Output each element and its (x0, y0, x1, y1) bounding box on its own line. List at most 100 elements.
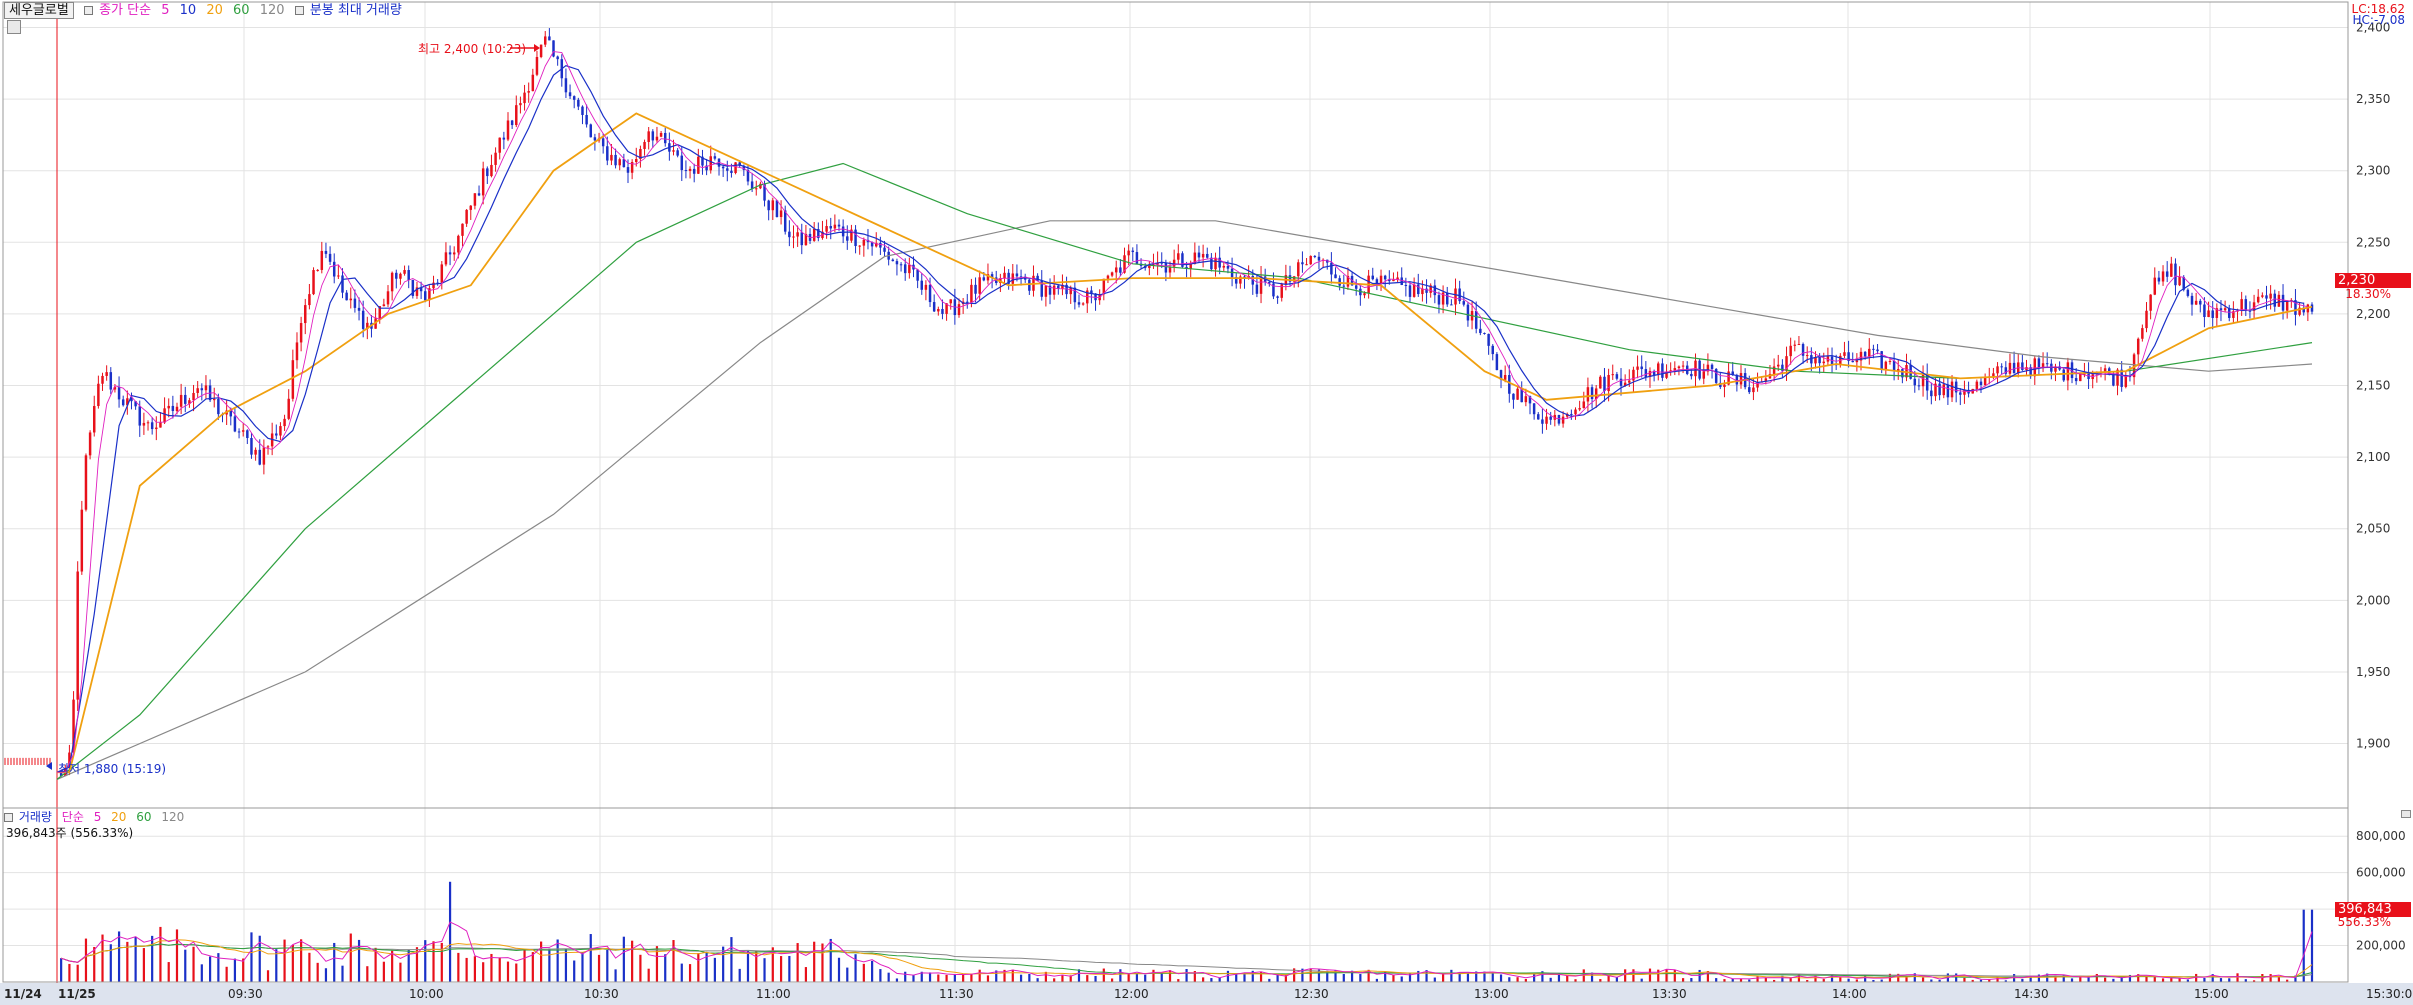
ma20-line (57, 112, 2313, 774)
candle-body (846, 236, 849, 241)
candle-body (2273, 293, 2277, 307)
candle-body (941, 308, 944, 314)
candle-body (1363, 293, 1366, 296)
candle-body (486, 168, 489, 177)
volume-bar (1003, 969, 1006, 982)
candle-body (1437, 295, 1441, 305)
volume-bar (1963, 977, 1966, 982)
candle-body (1930, 390, 1933, 397)
candle-body (1719, 382, 1722, 388)
candle-body (1135, 252, 1139, 264)
volume-bar (1384, 971, 1387, 982)
candle-body (2277, 294, 2281, 307)
volume-bar (357, 939, 361, 982)
candle-body (502, 137, 506, 140)
ma-60: 60 (233, 3, 250, 18)
candle-body (1272, 283, 1275, 297)
candle-body (1057, 285, 1060, 289)
candle-body (1772, 366, 1776, 374)
candle-body (150, 422, 154, 430)
candle-body (390, 272, 394, 292)
time-tick-label: 13:30 (1652, 987, 1687, 1001)
candle-body (1268, 281, 1271, 284)
candle-body (1003, 272, 1006, 279)
volume-bar (1822, 979, 1825, 982)
chart-options-icon[interactable] (7, 20, 21, 34)
price-tick-label: 2,000 (2356, 593, 2390, 607)
candle-body (2194, 300, 2198, 305)
candle-body (1814, 356, 1817, 364)
volume-bar (986, 975, 990, 982)
volume-panel-toggle[interactable] (2401, 810, 2411, 818)
candle-body (1611, 374, 1614, 376)
candle-body (1516, 388, 1519, 400)
volume-bar (1996, 977, 1999, 982)
candle-body (957, 304, 961, 316)
volume-bar (2070, 978, 2074, 982)
volume-bar (1624, 969, 1627, 982)
candle-body (1793, 344, 1797, 346)
candle-body (1942, 384, 1945, 396)
volume-bar (622, 936, 625, 982)
volume-bar (1533, 973, 1536, 982)
candle-body (1148, 265, 1151, 269)
low-annotation: 최저 1,880 (15:19) (58, 762, 167, 776)
candle-body (229, 410, 233, 417)
volume-bar (1615, 976, 1618, 982)
volume-bar (300, 939, 303, 982)
volume-bar (266, 970, 270, 982)
candle-body (2132, 354, 2136, 378)
candle-body (1487, 333, 1490, 346)
settings-icon[interactable] (83, 6, 93, 15)
candle-body (1094, 293, 1097, 301)
volume-bar (1897, 973, 1900, 982)
volume-bar (1218, 977, 1221, 982)
volume-bar (465, 957, 468, 982)
stock-name[interactable]: 세우글로벌 (4, 2, 74, 19)
candle-body (419, 287, 423, 292)
candle-body (2240, 299, 2243, 311)
candle-body (970, 284, 973, 303)
ma-5: 5 (161, 3, 170, 18)
candle-body (1586, 387, 1590, 402)
volume-bar (1806, 980, 1809, 982)
candle-body (1636, 366, 1639, 370)
volume-bar (2310, 909, 2314, 982)
volume-bar (1119, 969, 1122, 982)
indicator-toggle-icon[interactable] (294, 6, 304, 15)
volume-bar (341, 965, 344, 982)
candle-body (1197, 252, 1201, 258)
candle-body (804, 233, 808, 246)
candle-body (1251, 275, 1255, 285)
volume-ma-120: 120 (161, 810, 185, 824)
volume-bar (1135, 973, 1139, 982)
volume-bar (242, 958, 245, 982)
candle-body (121, 399, 125, 406)
candle-body (1872, 348, 1875, 350)
volume-settings-icon[interactable] (4, 813, 13, 822)
candle-body (908, 264, 911, 274)
candle-body (2045, 363, 2049, 365)
volume-bar (1293, 968, 1296, 982)
volume-bar (1309, 968, 1312, 982)
candle-body (84, 455, 88, 510)
candle-body (2285, 300, 2289, 311)
volume-bar (1202, 977, 1205, 982)
volume-bar (2302, 909, 2305, 982)
volume-bar (2228, 978, 2231, 982)
candle-body (2149, 294, 2152, 311)
candle-body (1491, 345, 1494, 355)
candle-body (142, 422, 146, 426)
volume-bar (1433, 977, 1436, 982)
candle-body (246, 430, 249, 439)
candle-body (2079, 373, 2082, 382)
candle-body (2004, 367, 2008, 374)
candle-body (879, 242, 882, 248)
volume-bar (1971, 979, 1974, 982)
ma-prefix: 종가 단순 (99, 3, 152, 18)
volume-bar (333, 942, 336, 982)
candle-body (742, 165, 746, 170)
volume-bar (2021, 978, 2024, 982)
candle-body (1309, 255, 1312, 265)
candle-body (593, 137, 597, 141)
